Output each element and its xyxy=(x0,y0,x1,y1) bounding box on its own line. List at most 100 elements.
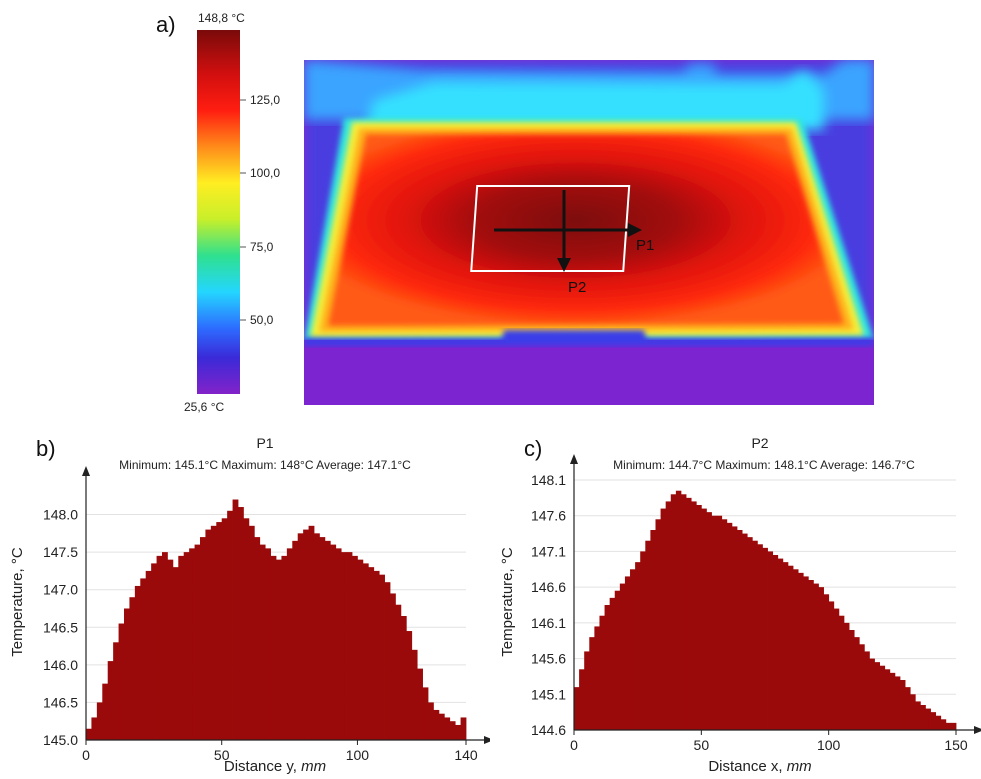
bar xyxy=(422,687,429,740)
bar xyxy=(874,662,880,730)
thermal-image: P1 P2 xyxy=(304,60,874,405)
bar xyxy=(460,717,467,740)
bar xyxy=(869,658,875,730)
chart-subtitle: Minimum: 145.1°C Maximum: 148°C Average:… xyxy=(119,458,411,472)
bar xyxy=(731,526,738,730)
bar xyxy=(357,559,364,740)
bar xyxy=(183,552,190,740)
scale-tick-label: 50,0 xyxy=(250,313,274,327)
bar xyxy=(574,687,580,730)
bar xyxy=(782,562,789,730)
bar xyxy=(701,508,707,730)
bar xyxy=(670,494,677,730)
bar xyxy=(227,510,233,740)
bar xyxy=(341,552,347,740)
bar xyxy=(609,597,616,730)
bar xyxy=(221,518,228,740)
bar xyxy=(833,608,840,730)
bar xyxy=(390,593,396,740)
bar xyxy=(86,728,92,740)
bar xyxy=(254,537,261,740)
bar xyxy=(823,594,830,730)
chart-title: P2 xyxy=(751,435,768,451)
bar xyxy=(686,497,692,730)
bar xyxy=(200,537,206,740)
bar xyxy=(706,512,712,730)
bar xyxy=(650,530,656,730)
bar xyxy=(151,563,157,740)
x-axis-arrow xyxy=(484,736,490,744)
bar xyxy=(162,552,168,740)
bar xyxy=(691,501,697,730)
bar xyxy=(899,680,906,730)
bar xyxy=(624,576,631,730)
y-tick-label: 146.0 xyxy=(43,657,78,673)
bar xyxy=(444,717,451,740)
bar xyxy=(330,544,337,740)
bar xyxy=(265,548,271,740)
y-axis-arrow xyxy=(82,466,90,476)
bar xyxy=(757,544,763,730)
bar xyxy=(297,533,304,740)
profile-p2-label: P2 xyxy=(568,279,586,296)
bar xyxy=(696,505,702,730)
bar xyxy=(920,705,926,730)
bar xyxy=(172,567,179,740)
scale-min-label: 25,6 °C xyxy=(184,400,224,414)
x-tick-label: 100 xyxy=(346,747,370,763)
bar xyxy=(604,605,611,730)
bar xyxy=(286,548,293,740)
bar xyxy=(736,530,743,730)
bar xyxy=(107,661,114,740)
y-tick-label: 145.6 xyxy=(531,651,566,667)
bar xyxy=(747,537,753,730)
chart-subtitle: Minimum: 144.7°C Maximum: 148.1°C Averag… xyxy=(613,458,915,472)
bar xyxy=(787,565,794,730)
bar xyxy=(276,559,282,740)
chart-title: P1 xyxy=(256,435,273,451)
scale-tick-label: 125,0 xyxy=(250,93,280,107)
bar xyxy=(645,540,651,730)
bar xyxy=(935,715,942,730)
bar xyxy=(849,630,855,730)
x-tick-label: 0 xyxy=(570,737,578,753)
bar xyxy=(843,622,850,730)
bar xyxy=(854,637,860,730)
bar xyxy=(828,601,835,730)
bar xyxy=(368,567,375,740)
y-tick-label: 146.5 xyxy=(43,619,78,635)
bar xyxy=(884,669,891,730)
bar xyxy=(205,529,212,740)
bar xyxy=(91,717,98,740)
bar xyxy=(721,519,728,730)
bar xyxy=(945,722,952,730)
x-tick-label: 0 xyxy=(82,747,90,763)
y-axis-label: Temperature, °C xyxy=(499,547,516,657)
bar xyxy=(362,563,369,740)
bar xyxy=(910,694,916,730)
bar xyxy=(813,583,819,730)
bar xyxy=(675,490,682,730)
panel-label-a: a) xyxy=(156,12,176,37)
bar xyxy=(433,709,440,740)
bar xyxy=(335,548,342,740)
panel-label-c: c) xyxy=(524,436,543,461)
y-tick-label: 144.6 xyxy=(531,722,566,738)
bar xyxy=(346,552,353,740)
bar xyxy=(859,644,865,730)
bar xyxy=(140,578,147,740)
bar xyxy=(630,569,636,730)
y-tick-label: 147.0 xyxy=(43,582,78,598)
bar xyxy=(640,551,646,730)
bar xyxy=(96,702,103,740)
bar xyxy=(102,683,109,740)
bar xyxy=(406,631,413,740)
bar xyxy=(379,574,385,740)
bar xyxy=(449,721,456,740)
bar xyxy=(716,515,723,730)
bar xyxy=(915,701,921,730)
scale-tick-label: 75,0 xyxy=(250,240,274,254)
scale-tick-label: 100,0 xyxy=(250,166,280,180)
bar xyxy=(777,558,784,730)
bar xyxy=(373,570,380,740)
